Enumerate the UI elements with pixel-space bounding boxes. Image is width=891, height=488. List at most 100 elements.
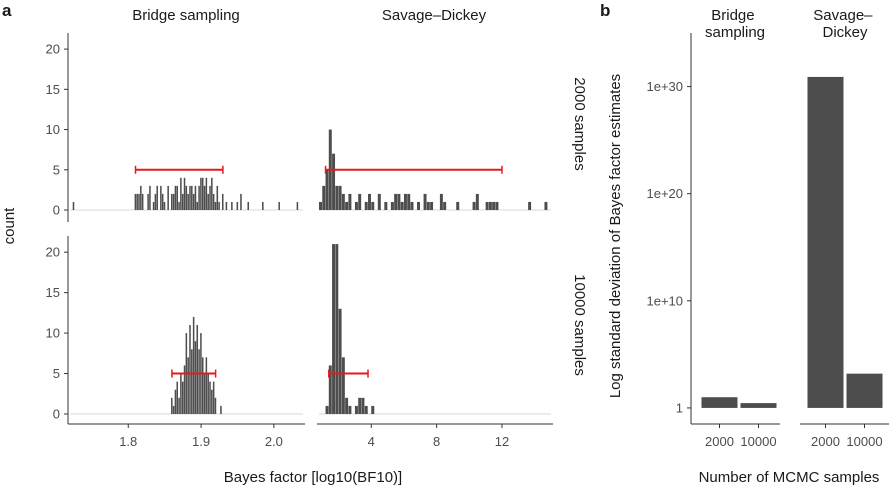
- x-tick-label-bridge: 1.9: [192, 434, 210, 449]
- hist-bar-savage-2000: [492, 201, 496, 210]
- bar-savage-2000: [807, 76, 844, 408]
- y-tick-label-10000: 10: [46, 326, 60, 341]
- y-axis-label-count: count: [1, 207, 18, 245]
- column-title-savage: Savage–Dickey: [382, 7, 487, 24]
- x-axis-label-mcmc-samples: Number of MCMC samples: [699, 469, 880, 486]
- hist-bar-savage-10000: [335, 244, 339, 414]
- hist-bar-bridge-2000: [72, 201, 75, 210]
- x-tick-label-b-savage: 10000: [846, 434, 882, 449]
- x-tick-label-bridge: 1.8: [119, 434, 137, 449]
- hist-bar-bridge-10000: [196, 325, 199, 414]
- row-title-2000: 2000 samples: [571, 77, 588, 170]
- hist-bar-savage-2000: [394, 193, 398, 210]
- hist-bar-savage-2000: [456, 201, 460, 210]
- hist-bar-bridge-2000: [176, 185, 179, 210]
- hist-bar-savage-2000: [544, 201, 548, 210]
- hist-bar-savage-2000: [403, 193, 407, 210]
- hist-bar-bridge-2000: [172, 193, 175, 210]
- hist-bar-bridge-2000: [218, 201, 220, 210]
- hist-bar-bridge-2000: [163, 201, 166, 210]
- hist-bar-savage-2000: [426, 201, 430, 210]
- hist-bar-bridge-10000: [192, 316, 195, 414]
- hist-bar-bridge-2000: [240, 193, 242, 210]
- hist-bar-savage-2000: [377, 193, 381, 210]
- hist-bar-bridge-2000: [236, 201, 239, 210]
- hist-bar-savage-2000: [475, 193, 479, 210]
- hist-bar-bridge-2000: [231, 201, 233, 210]
- group-title-savage: Savage– Dickey: [813, 7, 876, 41]
- hist-bar-savage-2000: [368, 193, 371, 210]
- hist-bar-bridge-2000: [147, 193, 149, 210]
- hist-bar-bridge-10000: [207, 373, 209, 414]
- hist-bar-bridge-2000: [187, 193, 189, 210]
- hist-bar-bridge-10000: [174, 389, 177, 414]
- hist-bar-savage-10000: [358, 397, 362, 414]
- hist-bar-bridge-2000: [138, 193, 140, 210]
- hist-bar-bridge-10000: [176, 381, 179, 414]
- hist-bar-savage-2000: [338, 185, 342, 210]
- hist-bar-bridge-2000: [181, 193, 184, 210]
- hist-bar-bridge-10000: [183, 365, 186, 414]
- hist-bar-bridge-2000: [141, 193, 144, 210]
- y-tick-label-10000: 20: [46, 245, 60, 260]
- bar-bridge-10000: [740, 403, 777, 408]
- y-tick-label-2000: 5: [53, 162, 60, 177]
- hist-bar-bridge-2000: [194, 185, 197, 210]
- group-title-bridge: Bridge sampling: [705, 7, 765, 41]
- hist-bar-savage-10000: [338, 308, 342, 414]
- hist-bar-savage-2000: [390, 201, 394, 210]
- hist-bar-savage-2000: [345, 201, 349, 210]
- hist-bar-savage-2000: [410, 201, 414, 210]
- group-title-savage-line2: Dickey: [822, 24, 868, 41]
- hist-bar-bridge-2000: [212, 193, 215, 210]
- hist-bar-bridge-2000: [191, 185, 193, 210]
- hist-bar-savage-2000: [488, 201, 492, 210]
- hist-bar-bridge-10000: [194, 341, 197, 414]
- hist-bar-savage-10000: [341, 357, 345, 414]
- hist-bar-savage-2000: [384, 201, 388, 210]
- x-tick-label-savage: 4: [368, 434, 375, 449]
- hist-bar-bridge-2000: [225, 201, 228, 210]
- hist-bar-bridge-2000: [216, 185, 219, 210]
- hist-bar-savage-10000: [361, 397, 365, 414]
- hist-bar-savage-2000: [417, 201, 420, 210]
- hist-bar-bridge-2000: [201, 177, 204, 210]
- hist-bar-bridge-10000: [191, 349, 193, 414]
- hist-bar-savage-10000: [348, 405, 352, 414]
- hist-bar-bridge-2000: [214, 201, 217, 210]
- hist-bar-savage-2000: [371, 201, 375, 210]
- hist-bar-bridge-2000: [189, 185, 191, 210]
- hist-bar-bridge-2000: [196, 201, 199, 210]
- hist-bar-savage-2000: [407, 193, 411, 210]
- y-tick-label-2000: 0: [53, 203, 60, 218]
- hist-bar-savage-2000: [472, 201, 476, 210]
- histogram-layer: 0 5 10 15 20 0 5 10 15 20 1.8 1.9 2.0 4 8 12: [46, 42, 551, 449]
- x-axis-label-bayes-factor: Bayes factor [log10(BF10)]: [224, 469, 402, 486]
- y-tick-label-10000: 15: [46, 285, 60, 300]
- hist-bar-bridge-2000: [222, 193, 224, 210]
- hist-bar-bridge-2000: [136, 193, 138, 210]
- hist-bar-bridge-10000: [201, 357, 204, 414]
- x-tick-label-b-savage: 2000: [811, 434, 840, 449]
- row-title-10000: 10000 samples: [571, 274, 588, 376]
- y-tick-label-10000: 5: [53, 366, 60, 381]
- hist-bar-savage-2000: [397, 193, 401, 210]
- hist-bar-savage-10000: [371, 405, 375, 414]
- hist-bar-savage-10000: [364, 405, 368, 414]
- hist-bar-bridge-2000: [167, 185, 169, 210]
- group-title-bridge-line2: sampling: [705, 24, 765, 41]
- x-tick-label-b-bridge: 2000: [705, 434, 734, 449]
- hist-bar-bridge-10000: [211, 389, 213, 414]
- x-tick-label-b-bridge: 10000: [740, 434, 776, 449]
- hist-bar-savage-2000: [400, 201, 404, 210]
- y-tick-label-2000: 10: [46, 122, 60, 137]
- hist-bar-bridge-2000: [183, 177, 186, 210]
- bar-layer: 1 1e+10 1e+20 1e+30 2000 10000 2000 10000: [646, 76, 883, 449]
- hist-bar-bridge-10000: [171, 397, 173, 414]
- hist-bar-bridge-10000: [181, 381, 184, 414]
- y-tick-label-2000: 15: [46, 82, 60, 97]
- hist-bar-bridge-2000: [211, 177, 213, 210]
- hist-bar-bridge-2000: [198, 185, 200, 210]
- hist-bar-bridge-10000: [212, 381, 215, 414]
- group-title-savage-line1: Savage–: [813, 7, 873, 24]
